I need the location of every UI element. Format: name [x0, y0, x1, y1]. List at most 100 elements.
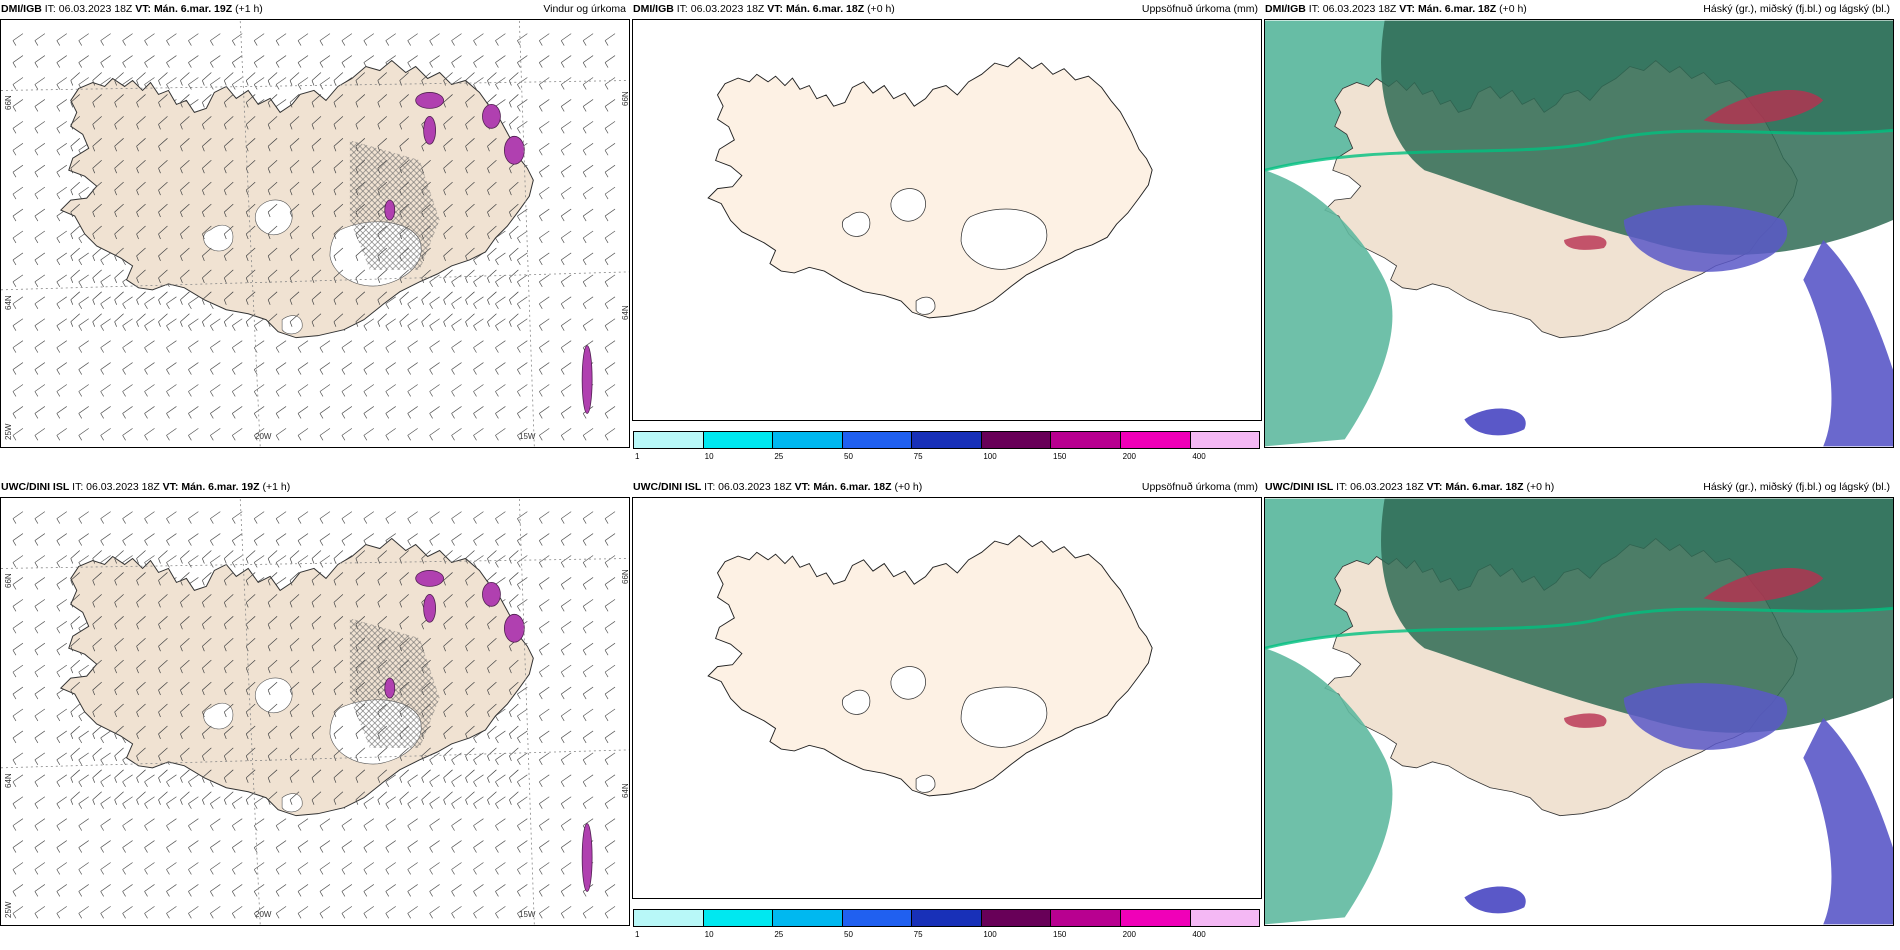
valid-time: Mán. 6.mar. 18Z — [1445, 481, 1524, 493]
wind-barb — [495, 533, 506, 546]
wind-barb — [223, 791, 234, 805]
wind-barb — [341, 862, 353, 875]
lat-label: 64N — [4, 773, 13, 788]
wind-barb — [92, 225, 102, 240]
wind-barb — [399, 116, 409, 130]
wind-barb — [34, 577, 46, 590]
wind-barb — [487, 747, 497, 761]
wind-barb — [560, 143, 572, 156]
wind-barb — [407, 906, 418, 919]
wind-barb — [136, 181, 146, 196]
wind-barb — [319, 840, 331, 853]
wind-barb — [92, 769, 102, 783]
valid-time: Mán. 6.mar. 19Z — [153, 3, 233, 15]
wind-barb — [582, 752, 594, 766]
wind-barb — [92, 313, 102, 327]
wind-barb — [333, 138, 344, 152]
wind-barb — [341, 533, 353, 546]
wind-barb — [144, 362, 155, 375]
wind-barb — [56, 362, 67, 375]
wind-barb — [443, 313, 453, 327]
wind-barb — [166, 406, 177, 419]
wind-barb — [407, 33, 418, 46]
colorbar-segment — [1189, 431, 1261, 449]
wind-barb — [56, 406, 67, 419]
wind-barb — [509, 203, 519, 218]
wind-barb — [56, 642, 67, 656]
wind-barb — [443, 616, 453, 630]
wind-barb — [604, 621, 616, 634]
wind-barb — [517, 428, 528, 441]
wind-barb — [582, 143, 594, 156]
wind-barb — [275, 840, 287, 853]
init-time: IT: 06.03.2023 18Z — [44, 3, 133, 15]
wind-barb — [582, 318, 594, 331]
wind-barb — [144, 533, 155, 546]
wind-barb — [12, 99, 24, 112]
wind-barb — [188, 318, 199, 331]
wind-barb — [92, 572, 102, 586]
wind-barb — [363, 318, 375, 331]
wind-barb — [12, 796, 24, 809]
colorbar-segment — [1050, 431, 1120, 449]
wind-barb — [451, 33, 462, 46]
wind-barb — [341, 818, 353, 831]
wind-barb — [245, 291, 256, 305]
wind-barb — [363, 862, 375, 875]
lat-label: 64N — [4, 295, 13, 310]
wind-barb — [421, 291, 431, 305]
wind-barb — [114, 291, 124, 305]
wind-barb — [114, 681, 124, 696]
wind-barb — [604, 55, 616, 68]
wind-barb — [517, 796, 528, 809]
wind-barb — [495, 906, 506, 919]
wind-barb — [429, 884, 440, 897]
wind-barb — [333, 791, 344, 805]
low-cloud-area — [1803, 717, 1893, 925]
wind-barb — [122, 840, 133, 853]
wind-barb — [144, 884, 155, 897]
wind-barb — [517, 884, 528, 897]
wind-barb — [100, 884, 111, 897]
wind-barb — [604, 511, 616, 524]
wind-barb — [560, 164, 572, 178]
wind-barb — [333, 247, 344, 262]
wind-barb — [509, 116, 519, 130]
wind-barb — [421, 313, 431, 327]
glacier — [841, 211, 871, 237]
wind-barb — [407, 406, 418, 419]
wind-barb — [443, 769, 453, 783]
wind-barb — [158, 725, 168, 740]
wind-barb — [407, 862, 418, 875]
wind-barb — [443, 747, 453, 761]
wind-barb — [538, 384, 550, 397]
wind-barb — [429, 318, 440, 331]
precip-cell — [503, 135, 525, 165]
wind-barb — [231, 906, 243, 919]
wind-barb — [34, 318, 46, 331]
wind-barb — [333, 725, 344, 740]
wind-barb — [421, 72, 431, 86]
graticule-line — [239, 20, 261, 447]
wind-barb — [78, 533, 89, 546]
wind-barb — [34, 121, 46, 134]
wind-barb — [465, 203, 475, 218]
wind-barb — [70, 594, 80, 608]
wind-barb — [311, 659, 322, 674]
wind-barb — [560, 511, 572, 524]
wind-barb — [34, 143, 46, 156]
wind-barb — [487, 791, 497, 805]
valid-time-label: VT: — [1426, 481, 1443, 493]
wind-barb — [144, 862, 155, 875]
wind-barb — [122, 796, 133, 809]
wind-barb — [495, 362, 506, 375]
wind-barb — [34, 274, 46, 288]
panel-title: Háský (gr.), miðský (fj.bl.) og lágský (… — [1703, 481, 1890, 493]
wind-barb — [56, 186, 67, 200]
wind-barb — [34, 818, 46, 831]
wind-barb — [341, 428, 353, 441]
wind-barb — [429, 862, 440, 875]
precip-cell — [581, 345, 593, 414]
wind-barb — [245, 225, 256, 240]
wind-barb — [166, 296, 177, 309]
